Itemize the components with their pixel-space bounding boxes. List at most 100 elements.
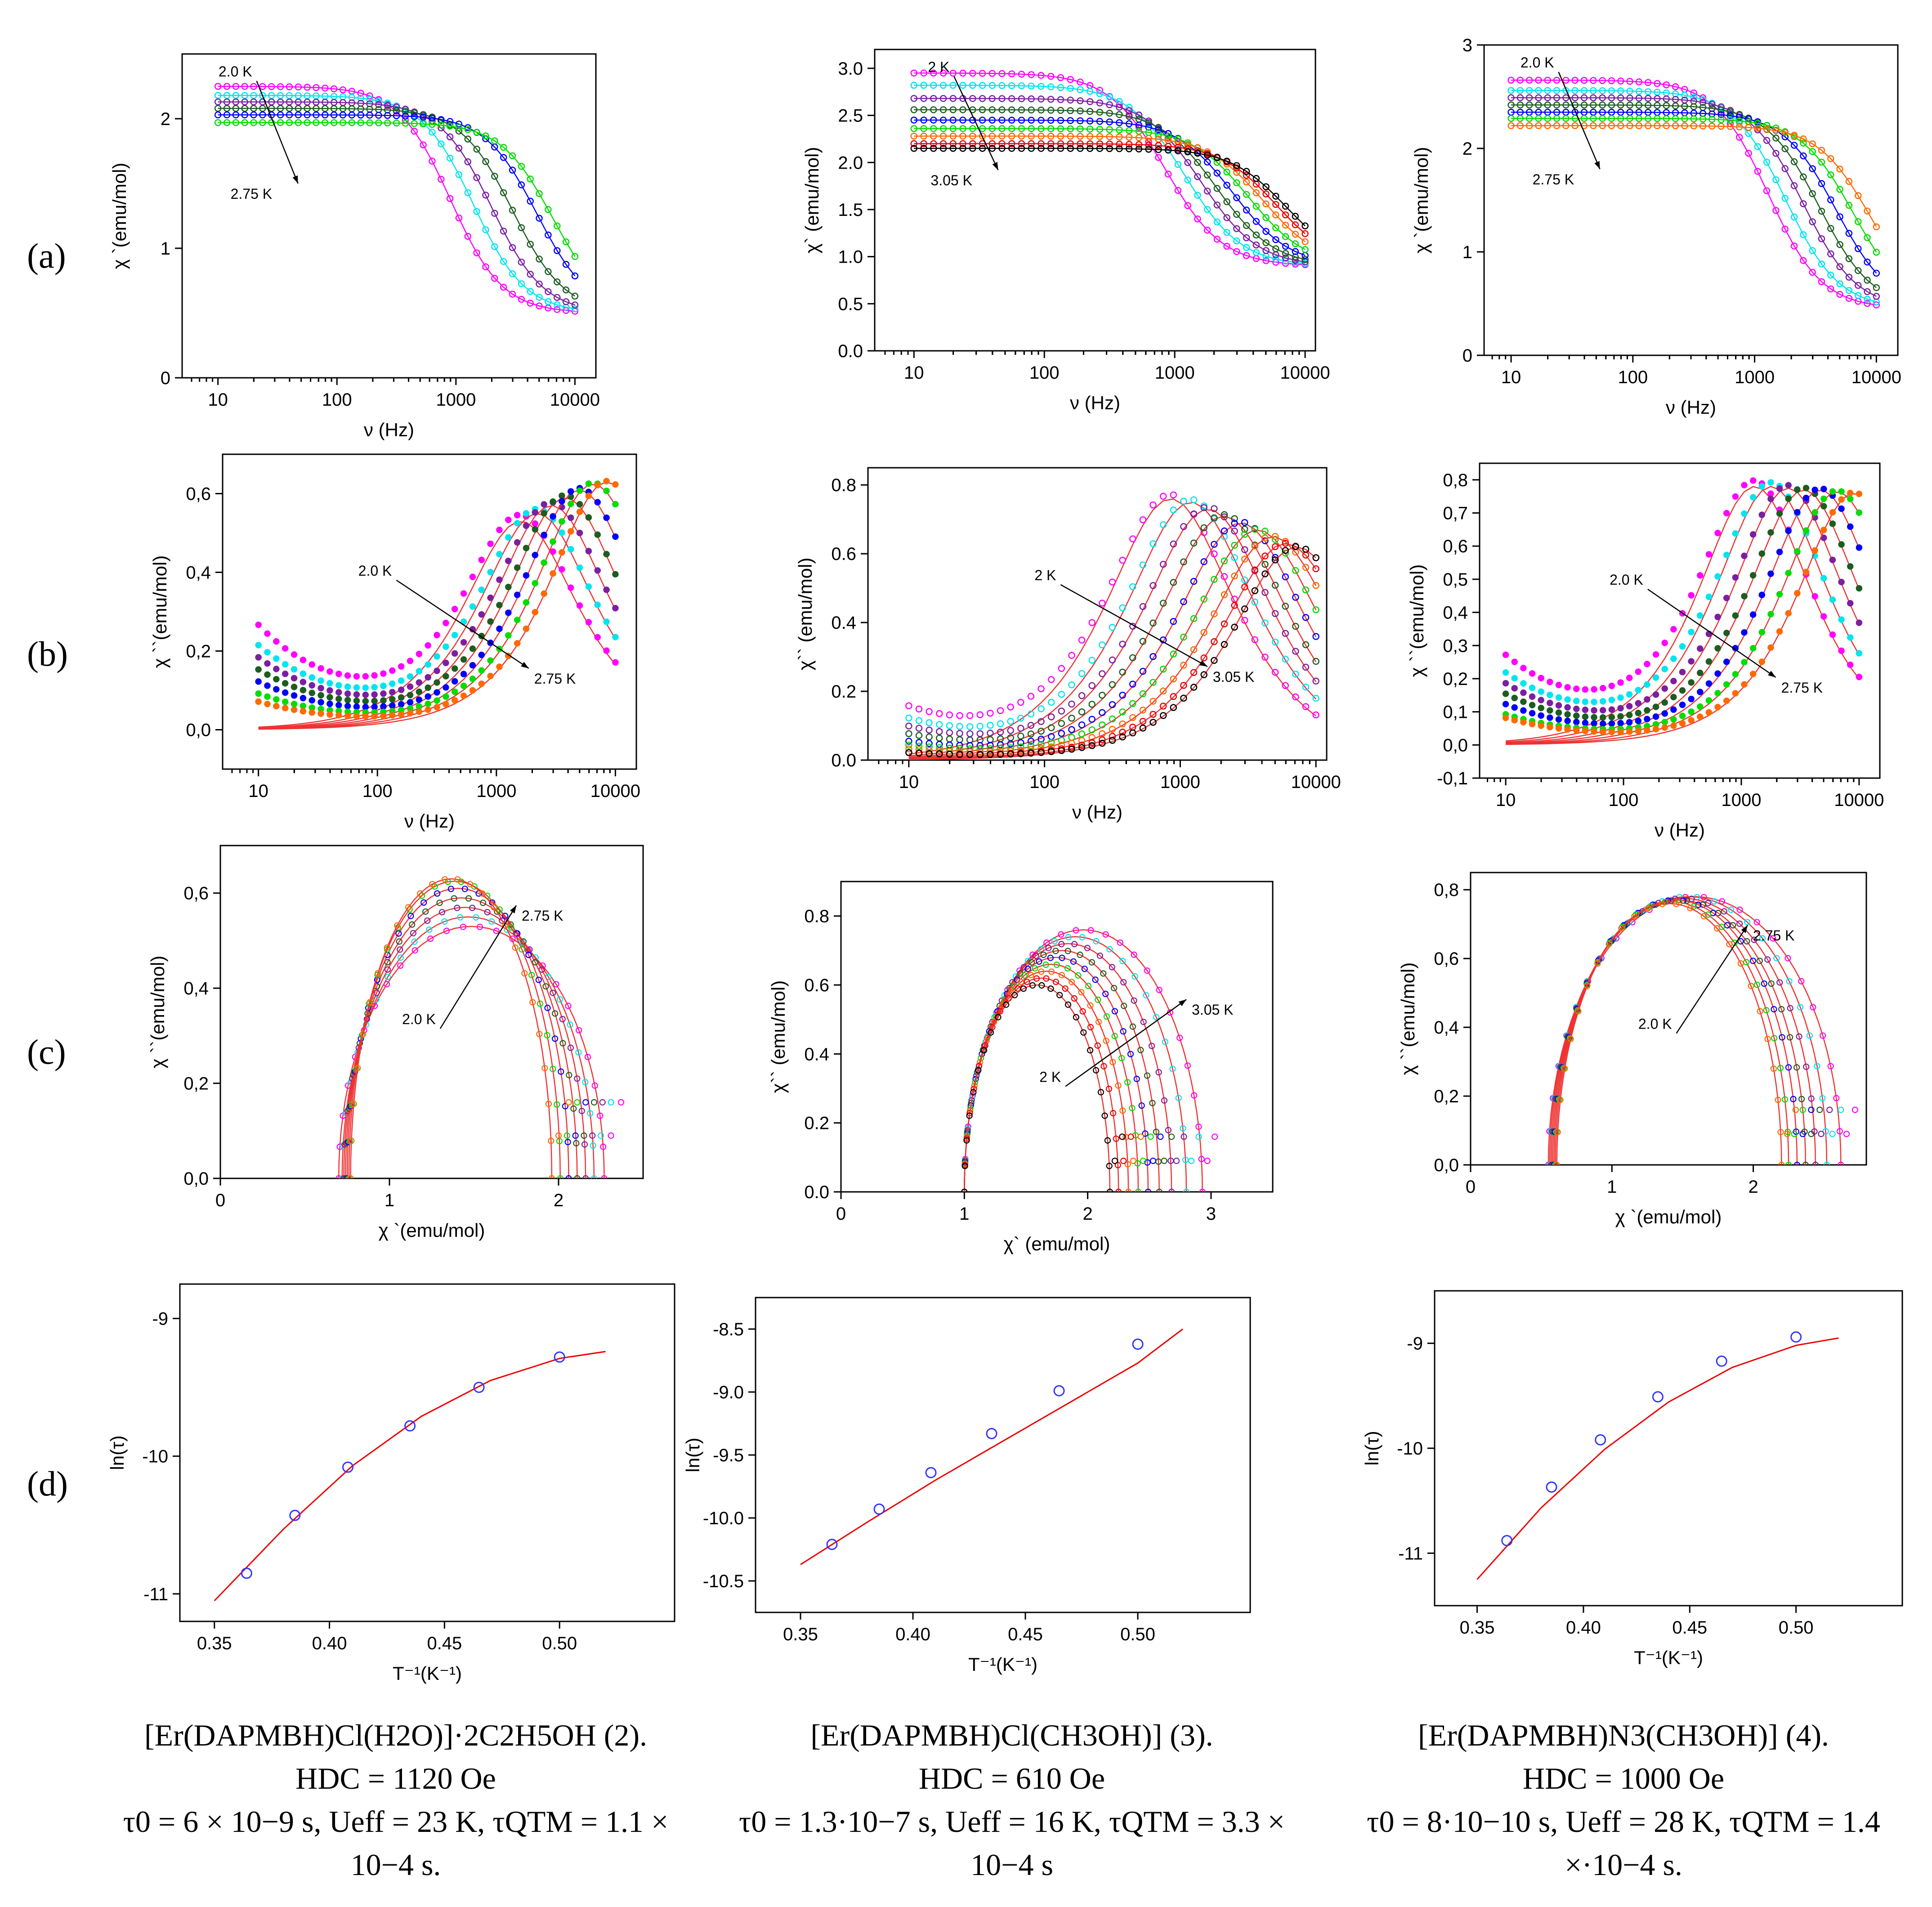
data-point	[1781, 165, 1789, 172]
data-point	[1819, 1095, 1826, 1101]
y-tick-label: 3	[1462, 36, 1472, 55]
data-point	[394, 922, 401, 929]
data-point	[1233, 210, 1240, 218]
data-point	[264, 649, 271, 656]
data-point	[250, 83, 257, 90]
data-point	[1820, 1032, 1826, 1039]
data-point	[326, 668, 333, 675]
data-point	[1724, 922, 1731, 929]
data-point	[1723, 697, 1730, 704]
data-point	[1626, 728, 1633, 735]
data-point	[437, 140, 445, 148]
data-point	[1077, 97, 1084, 104]
x-axis-title: ν (Hz)	[1070, 392, 1120, 413]
data-point	[1120, 1028, 1127, 1035]
data-point	[1036, 958, 1042, 965]
data-point	[1718, 898, 1726, 905]
data-point	[988, 140, 996, 148]
data-point	[594, 482, 601, 488]
data-point	[612, 501, 619, 508]
data-point	[402, 112, 409, 120]
data-point	[567, 1021, 573, 1028]
y-tick-label: -0,1	[1437, 769, 1468, 788]
data-point	[1200, 671, 1208, 678]
data-point	[1785, 1064, 1792, 1071]
data-point	[389, 680, 396, 687]
data-point	[1211, 505, 1218, 512]
data-point	[398, 663, 405, 670]
data-point	[443, 673, 449, 680]
data-point	[1827, 1063, 1834, 1070]
data-point	[446, 195, 454, 202]
data-point	[223, 83, 231, 90]
data-point	[1661, 699, 1668, 706]
data-point	[1028, 106, 1035, 114]
data-point	[336, 1143, 343, 1150]
data-point	[1827, 285, 1834, 293]
data-point	[1617, 94, 1624, 102]
data-point	[1233, 169, 1240, 176]
data-point	[397, 954, 404, 961]
data-point	[998, 70, 1006, 77]
data-point	[905, 714, 912, 722]
data-point	[1864, 300, 1871, 307]
data-point	[282, 698, 289, 705]
data-point	[1086, 88, 1094, 95]
data-point	[375, 97, 382, 104]
data-point	[1190, 577, 1198, 585]
data-point	[313, 119, 320, 126]
data-point	[1099, 721, 1106, 729]
data-point	[1763, 137, 1771, 144]
data-point	[1120, 979, 1127, 986]
data-point	[1261, 528, 1269, 535]
data-point	[1767, 644, 1774, 651]
data-point	[1184, 202, 1191, 209]
data-point	[612, 604, 619, 612]
data-point	[988, 70, 996, 77]
data-point	[1829, 556, 1836, 564]
data-point	[1564, 711, 1571, 718]
data-point	[1105, 1085, 1113, 1092]
data-point	[1690, 93, 1697, 101]
data-point	[1644, 102, 1652, 109]
data-point	[1156, 1188, 1163, 1192]
data-point	[1679, 712, 1686, 719]
y-tick-label: 0.8	[831, 475, 856, 495]
data-point	[1252, 189, 1260, 197]
data-point	[1741, 593, 1748, 600]
data-point	[1038, 125, 1045, 132]
data-point	[505, 516, 512, 524]
data-point	[491, 243, 498, 251]
data-point	[998, 140, 1006, 148]
data-point	[1595, 1434, 1606, 1446]
data-point	[544, 1032, 550, 1039]
data-point	[1027, 746, 1035, 753]
data-point	[551, 1035, 559, 1042]
data-point	[455, 124, 463, 131]
data-point	[1043, 975, 1050, 982]
data-point	[1644, 94, 1652, 102]
data-point	[1106, 140, 1113, 148]
data-point	[357, 112, 364, 119]
fit-line	[1506, 486, 1860, 743]
data-point	[1584, 983, 1591, 989]
data-point	[910, 145, 918, 152]
data-point	[1626, 712, 1633, 718]
data-point	[603, 488, 610, 494]
data-point	[344, 712, 351, 719]
data-point	[1067, 145, 1074, 152]
data-point	[535, 976, 542, 983]
data-point	[1525, 87, 1533, 94]
data-point	[1617, 713, 1624, 720]
data-point	[1097, 1089, 1105, 1096]
data-point	[1077, 145, 1084, 152]
data-point	[443, 684, 449, 691]
data-point	[1038, 735, 1045, 743]
data-point	[1580, 94, 1588, 102]
data-point	[1147, 1133, 1154, 1140]
y-axis-title: ln(τ)	[107, 1435, 128, 1470]
data-point	[348, 111, 356, 119]
data-point	[1797, 1004, 1804, 1011]
data-point	[1833, 1095, 1840, 1101]
